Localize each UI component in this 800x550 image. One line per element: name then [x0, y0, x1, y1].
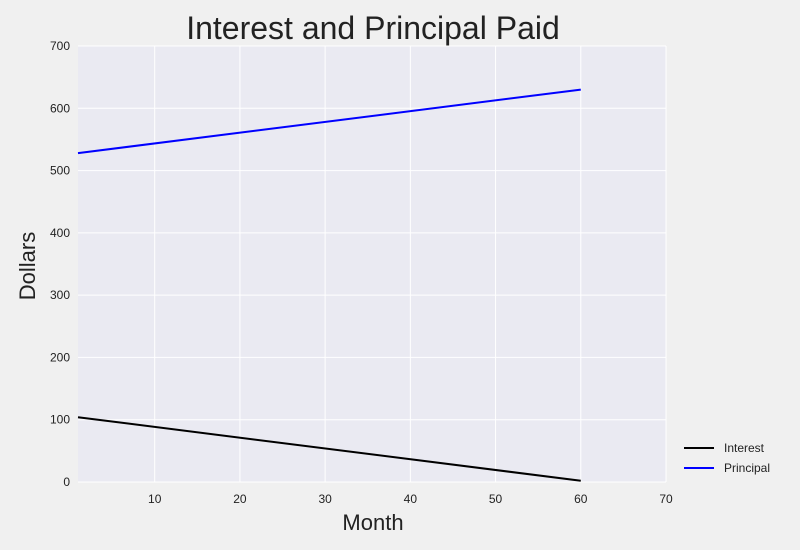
y-axis-title: Dollars [15, 232, 40, 300]
x-axis-title: Month [342, 510, 403, 535]
legend-label-interest: Interest [724, 441, 765, 455]
series-line-interest [77, 416, 581, 482]
x-tick-label: 10 [148, 492, 162, 506]
x-tick-label: 40 [404, 492, 418, 506]
y-axis: 0 100 200 300 400 500 600 700 [50, 39, 70, 489]
grid-lines [78, 45, 667, 483]
x-tick-label: 30 [318, 492, 332, 506]
y-tick-label: 700 [50, 39, 70, 53]
y-tick-label: 600 [50, 101, 70, 115]
y-tick-label: 100 [50, 413, 70, 427]
x-tick-label: 60 [574, 492, 588, 506]
x-tick-label: 50 [489, 492, 503, 506]
series-line-principal [77, 88, 581, 155]
y-tick-label: 200 [50, 350, 70, 364]
y-tick-label: 500 [50, 164, 70, 178]
legend: Interest Principal [684, 441, 770, 475]
plot-area [78, 46, 666, 482]
chart-title: Interest and Principal Paid [186, 10, 560, 46]
y-tick-label: 0 [63, 475, 70, 489]
x-tick-label: 20 [233, 492, 247, 506]
legend-label-principal: Principal [724, 461, 770, 475]
series-layer [77, 88, 581, 482]
y-tick-label: 400 [50, 226, 70, 240]
x-axis: 10 20 30 40 50 60 70 [148, 492, 673, 506]
y-tick-label: 300 [50, 288, 70, 302]
x-tick-label: 70 [659, 492, 673, 506]
